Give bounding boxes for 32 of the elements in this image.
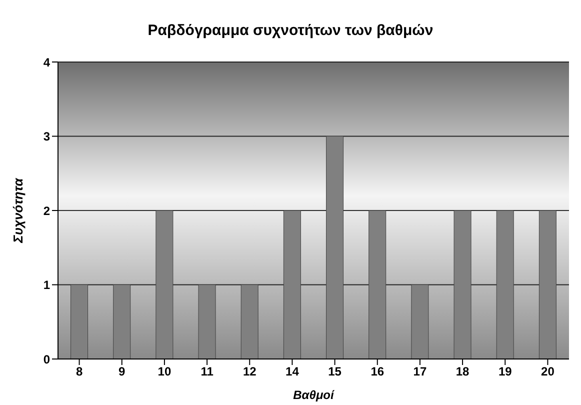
bar bbox=[198, 284, 216, 359]
bar bbox=[326, 136, 344, 359]
y-tick-label: 3 bbox=[43, 130, 50, 144]
x-axis-title: Βαθμοί bbox=[293, 388, 335, 402]
x-tick-label: 9 bbox=[118, 364, 126, 379]
x-tick-label: 10 bbox=[158, 364, 172, 379]
y-axis-title: Συχνότητα bbox=[10, 177, 26, 244]
bar bbox=[283, 210, 301, 359]
x-tick-label: 16 bbox=[370, 364, 384, 379]
bar bbox=[240, 284, 258, 359]
x-tick-label: 15 bbox=[328, 364, 342, 379]
x-tick-label: 20 bbox=[541, 364, 555, 379]
bar bbox=[368, 210, 386, 359]
y-tick-label: 4 bbox=[43, 55, 50, 70]
y-tick-label: 2 bbox=[43, 204, 50, 218]
bar bbox=[113, 284, 131, 359]
x-tick-label: 19 bbox=[498, 364, 512, 379]
bar bbox=[496, 210, 514, 359]
chart-title: Ραβδόγραμμα συχνοτήτων των βαθμών bbox=[146, 21, 434, 41]
x-tick-label: 17 bbox=[413, 364, 427, 379]
y-tick-label: 0 bbox=[43, 352, 50, 366]
x-tick-label: 8 bbox=[76, 364, 83, 379]
bar bbox=[70, 284, 88, 359]
x-tick-label: 11 bbox=[200, 364, 214, 379]
y-tick-label: 1 bbox=[43, 278, 50, 292]
x-tick-label: 18 bbox=[456, 364, 470, 379]
bar bbox=[411, 284, 429, 359]
bar bbox=[454, 210, 472, 359]
bar bbox=[156, 210, 174, 359]
bar bbox=[538, 210, 556, 359]
x-tick-label: 12 bbox=[242, 364, 257, 379]
x-tick-label: 14 bbox=[286, 364, 300, 379]
